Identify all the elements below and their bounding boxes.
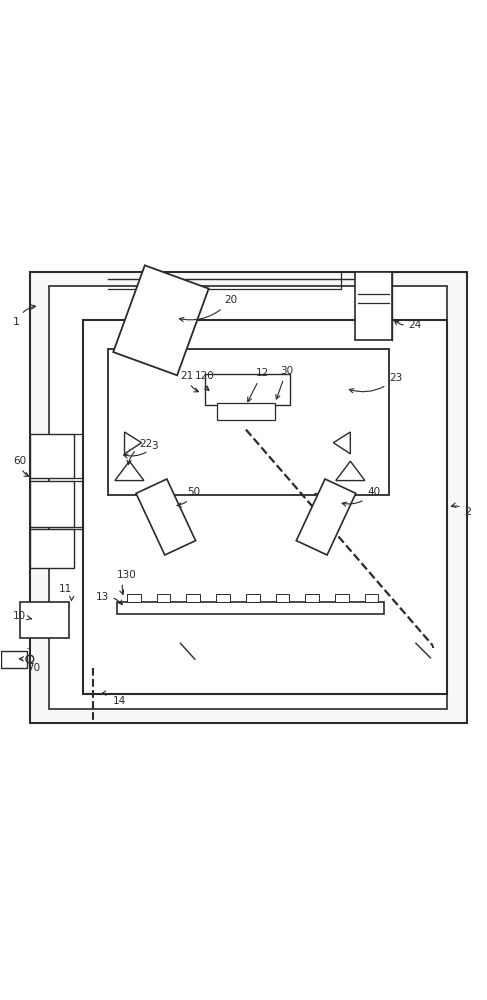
Bar xyxy=(335,594,349,602)
Bar xyxy=(49,286,448,709)
Bar xyxy=(355,272,392,340)
Bar xyxy=(216,594,230,602)
Polygon shape xyxy=(113,265,208,375)
Text: 50: 50 xyxy=(177,487,201,507)
Text: 1: 1 xyxy=(13,305,36,327)
Polygon shape xyxy=(336,461,365,481)
Text: 22: 22 xyxy=(127,439,152,464)
Bar xyxy=(217,403,275,420)
Text: 12: 12 xyxy=(248,368,269,402)
Bar xyxy=(30,434,74,478)
Polygon shape xyxy=(296,479,356,555)
Text: 14: 14 xyxy=(102,691,126,706)
Polygon shape xyxy=(115,461,144,481)
Text: 70: 70 xyxy=(19,657,40,673)
Text: 30: 30 xyxy=(276,366,293,399)
Text: 10: 10 xyxy=(13,611,32,621)
Bar xyxy=(30,481,74,527)
Polygon shape xyxy=(125,432,142,454)
Text: 3: 3 xyxy=(124,441,158,458)
Bar xyxy=(83,320,448,694)
Bar xyxy=(205,374,290,405)
Text: 60: 60 xyxy=(13,456,29,476)
Bar xyxy=(127,594,141,602)
Text: 13: 13 xyxy=(95,592,122,605)
Text: 23: 23 xyxy=(349,373,402,393)
Bar xyxy=(365,594,378,602)
Text: 11: 11 xyxy=(59,584,74,600)
Bar xyxy=(0,651,27,668)
Bar xyxy=(117,602,384,614)
Text: 20: 20 xyxy=(179,295,237,322)
Bar xyxy=(276,594,289,602)
Bar xyxy=(246,594,260,602)
Text: 21: 21 xyxy=(180,371,199,392)
Text: 40: 40 xyxy=(342,487,380,506)
Bar xyxy=(305,594,319,602)
Bar xyxy=(187,594,200,602)
Polygon shape xyxy=(333,432,350,454)
Bar xyxy=(20,602,69,638)
Bar xyxy=(157,594,170,602)
Text: 2: 2 xyxy=(451,503,471,517)
Text: 24: 24 xyxy=(394,320,422,330)
Text: 120: 120 xyxy=(195,371,215,391)
Text: 130: 130 xyxy=(117,570,137,594)
Bar xyxy=(108,349,389,495)
Polygon shape xyxy=(136,479,196,555)
Bar xyxy=(30,529,74,568)
